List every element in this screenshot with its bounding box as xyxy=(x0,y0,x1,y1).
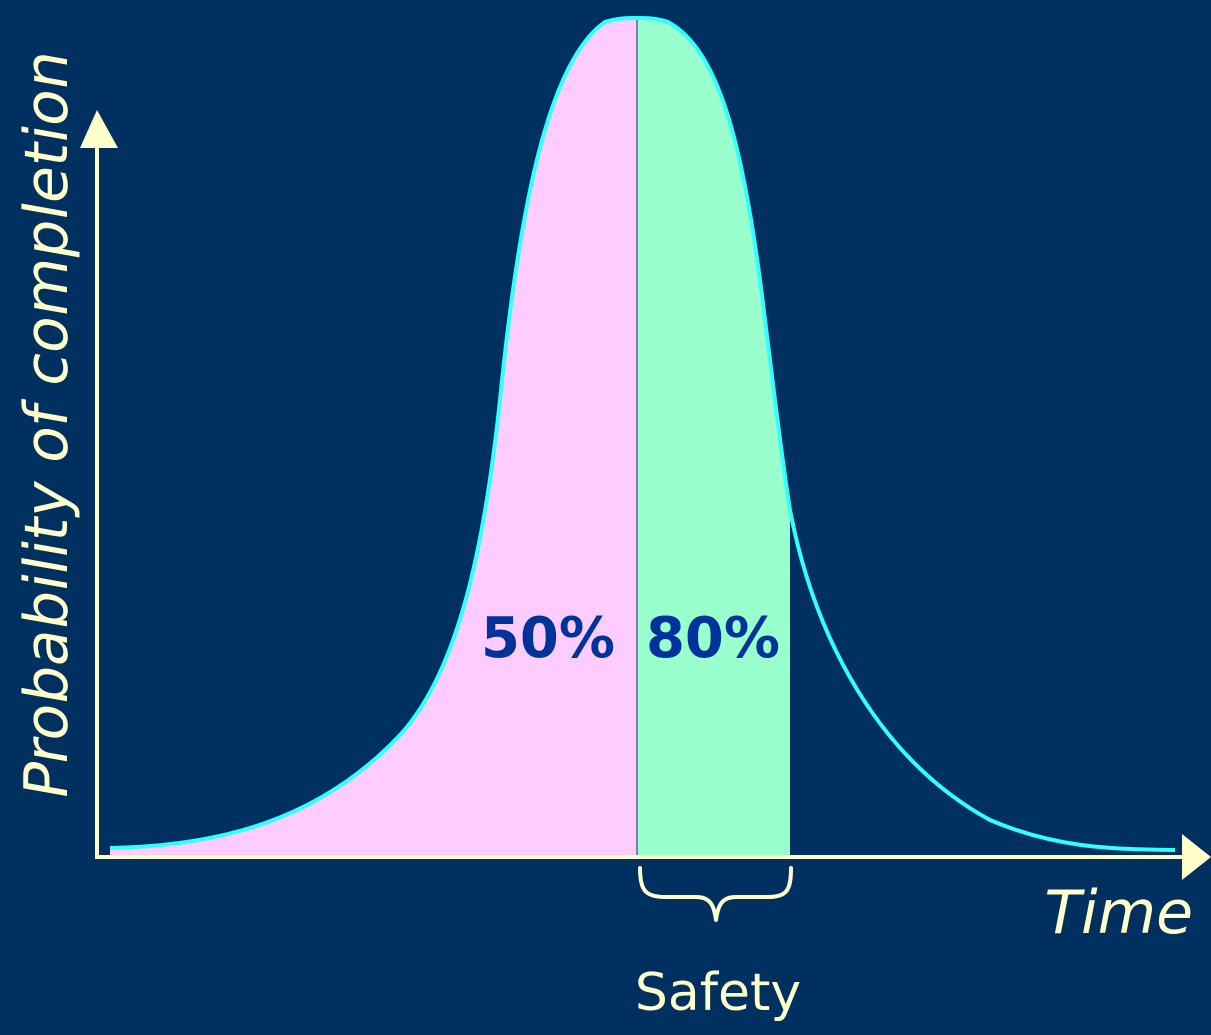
safety-brace xyxy=(638,866,793,922)
region-50-fill xyxy=(110,18,637,857)
probability-curve xyxy=(109,15,1176,852)
safety-label: Safety xyxy=(635,963,801,1023)
y-axis-label: Probability of completion xyxy=(12,44,81,804)
region-80-label: 80% xyxy=(646,606,780,671)
x-axis-label: Time xyxy=(1044,878,1193,948)
region-50-label: 50% xyxy=(481,606,615,671)
region-80-fill xyxy=(637,18,790,857)
x-axis-arrowhead xyxy=(1182,834,1211,880)
y-axis-arrowhead xyxy=(80,110,118,148)
